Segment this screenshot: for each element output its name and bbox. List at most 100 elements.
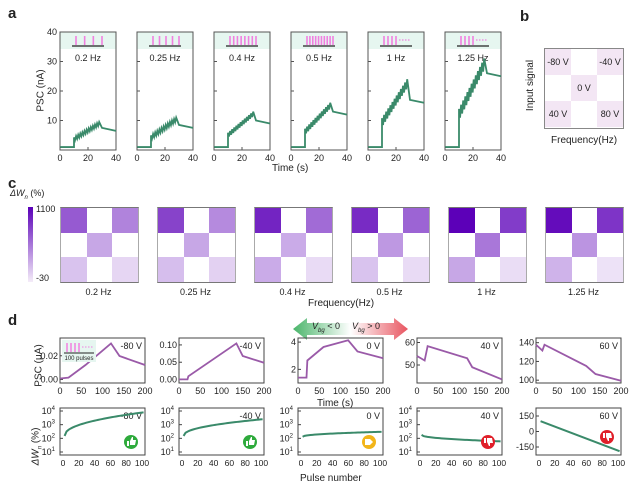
thumbs-up-icon	[246, 437, 255, 446]
y-tick-label: 0.02	[40, 351, 58, 361]
y-tick-exponent: 2	[290, 433, 294, 439]
psc-time-subplot: 100 120 140 0 50 100 150 200 60 V	[519, 337, 629, 396]
axes-frame	[535, 337, 622, 384]
voltage-label: -80 V	[120, 411, 142, 421]
legend-cell: 80 V	[597, 101, 623, 127]
axes-frame	[59, 337, 146, 384]
x-tick-label: 50	[552, 386, 562, 396]
voltage-label: 0 V	[366, 411, 380, 421]
x-tick-label: 80	[597, 458, 607, 468]
y-tick-exponent: 1	[290, 447, 294, 453]
voltage-label: -40 V	[239, 411, 261, 421]
voltage-label: 40 V	[480, 341, 499, 351]
y-tick-label: 103	[280, 420, 294, 430]
weight-change-subplot: 104 103 102 101 0 20 40 60 80 100 -40 V	[161, 406, 269, 468]
axes-frame	[290, 31, 348, 151]
heatmap-cell	[280, 232, 307, 258]
frequency-label: 0.25 Hz	[149, 53, 181, 63]
vbg-negative-label: Vbg < 0	[312, 321, 340, 334]
legend-cell: 40 V	[545, 101, 571, 127]
x-tick-label: 100	[373, 458, 387, 468]
heatmap-cell	[280, 208, 307, 233]
y-tick-label: 40	[47, 27, 57, 37]
heatmap-cell	[183, 232, 210, 258]
neutral-icon	[365, 439, 373, 445]
x-tick-label: 40	[328, 458, 338, 468]
y-tick-exponent: 1	[52, 447, 56, 453]
heatmap-cell	[306, 257, 332, 282]
y-tick-label: 104	[161, 406, 175, 416]
x-tick-label: 20	[391, 153, 401, 163]
heatmap-cell	[597, 232, 623, 258]
psc-curve	[214, 111, 271, 148]
x-tick-label: 40	[111, 153, 121, 163]
y-tick-exponent: 3	[409, 420, 413, 426]
y-tick-label: 60	[405, 338, 415, 348]
y-tick-label: 0.05	[159, 357, 177, 367]
legend-cell: -80 V	[545, 49, 571, 75]
heatmap-cell	[255, 232, 281, 258]
x-tick-label: 20	[74, 458, 84, 468]
y-tick-label: 101	[42, 447, 56, 457]
x-tick-label: 20	[312, 458, 322, 468]
y-tick-label: 104	[280, 406, 294, 416]
heatmap-cell	[474, 232, 501, 258]
heatmap-cell	[158, 257, 184, 282]
panel-label-a: a	[8, 5, 17, 22]
weight-change-subplot: 104 103 102 101 0 20 40 60 80 100 0 V	[280, 406, 388, 468]
psc-curve	[60, 119, 117, 148]
x-tick-label: 0	[418, 458, 423, 468]
panel-a-xlabel: Time (s)	[272, 163, 309, 174]
x-tick-label: 0	[176, 386, 181, 396]
x-tick-label: 20	[193, 458, 203, 468]
heatmap-cell	[306, 208, 332, 233]
thumbs-down-icon	[484, 438, 493, 446]
y-tick-label: 0	[529, 427, 534, 437]
x-tick-label: 20	[314, 153, 324, 163]
y-tick-exponent: 3	[290, 420, 294, 426]
heatmap	[351, 207, 430, 283]
heatmap-cell	[352, 232, 378, 258]
x-tick-label: 0	[537, 458, 542, 468]
y-tick-label: -150	[516, 442, 534, 452]
psc-subplot: 0.4 Hz 0 20 40	[211, 31, 275, 163]
panel-d-bottom-xlabel: Pulse number	[300, 473, 362, 484]
x-tick-label: 0	[533, 386, 538, 396]
x-tick-label: 60	[463, 458, 473, 468]
y-tick-label: 103	[399, 420, 413, 430]
y-tick-label: 20	[47, 86, 57, 96]
heatmap-cell	[377, 232, 404, 258]
x-tick-label: 40	[188, 153, 198, 163]
x-tick-label: 100	[214, 386, 229, 396]
vbg-arrow	[293, 318, 408, 340]
panel-d-top-ylabel: PSC (μA)	[33, 344, 45, 387]
legend-cell: 0 V	[571, 75, 597, 101]
heatmap-cell	[112, 208, 138, 233]
x-tick-label: 80	[121, 458, 131, 468]
heatmap-cell	[377, 257, 404, 282]
x-tick-label: 100	[254, 458, 268, 468]
psc-curve	[291, 102, 348, 148]
heatmap-cell	[112, 257, 138, 282]
y-tick-label: 120	[519, 356, 534, 366]
thumbs-down-icon	[603, 433, 612, 441]
psc-subplot: 1.25 Hz 0 20 40	[442, 31, 506, 163]
x-tick-label: 40	[496, 153, 506, 163]
weight-change-curve	[182, 418, 263, 437]
y-tick-label: 101	[280, 447, 294, 457]
y-tick-label: 0.00	[159, 375, 177, 385]
heatmap-cell	[500, 208, 526, 233]
heatmap-cell	[280, 257, 307, 282]
x-tick-label: 0	[57, 153, 62, 163]
y-tick-label: 103	[161, 420, 175, 430]
y-tick-label: 104	[399, 406, 413, 416]
x-tick-label: 40	[342, 153, 352, 163]
heatmap-cell	[571, 232, 598, 258]
x-tick-label: 0	[57, 386, 62, 396]
y-tick-label: 102	[161, 433, 175, 443]
heatmap-cell	[546, 208, 572, 233]
y-tick-label: 102	[42, 433, 56, 443]
heatmap	[254, 207, 333, 283]
y-tick-exponent: 4	[52, 406, 56, 412]
heatmap-frequency-label: 0.25 Hz	[179, 287, 212, 297]
